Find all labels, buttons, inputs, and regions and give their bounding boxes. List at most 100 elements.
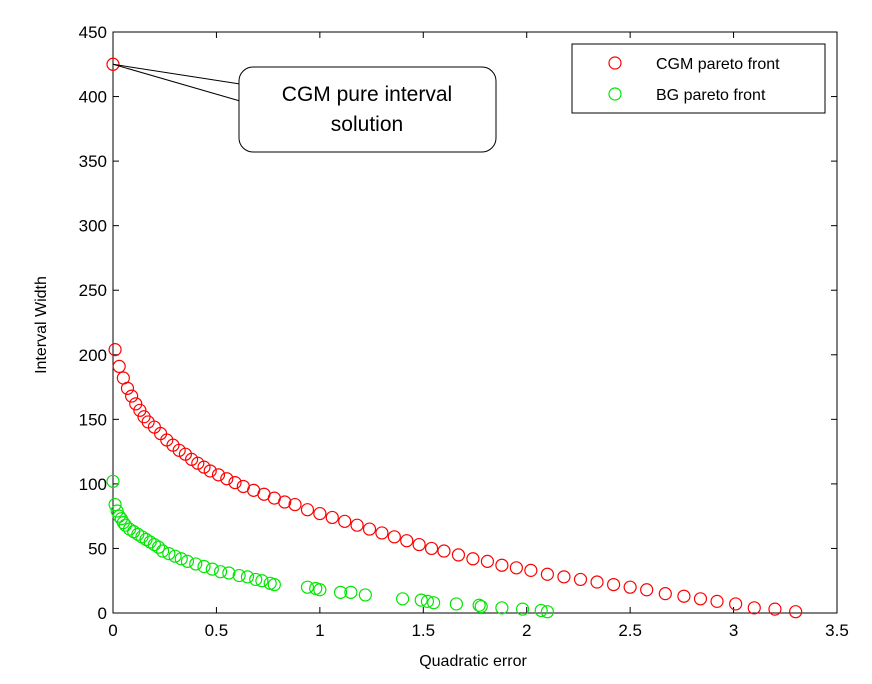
data-point xyxy=(180,554,195,568)
data-point xyxy=(106,474,120,488)
legend-marker-bg xyxy=(608,87,622,101)
data-point xyxy=(472,598,486,612)
data-point xyxy=(400,534,414,548)
x-axis-label: Quadratic error xyxy=(419,653,527,670)
data-point xyxy=(249,572,263,587)
data-point xyxy=(358,588,372,602)
data-point xyxy=(474,599,488,614)
data-point xyxy=(449,597,463,611)
data-point xyxy=(540,605,555,619)
data-point xyxy=(789,605,803,619)
series-cgm xyxy=(106,57,803,619)
data-point xyxy=(710,594,724,608)
y-tick-label: 50 xyxy=(88,539,107,558)
series-bg xyxy=(106,474,555,619)
data-point xyxy=(414,593,428,607)
data-point xyxy=(112,509,126,523)
annotation-pointer-line xyxy=(112,63,241,85)
data-point xyxy=(557,570,571,584)
data-point xyxy=(451,548,466,562)
data-point xyxy=(106,57,120,71)
data-point xyxy=(344,585,358,599)
data-point xyxy=(534,603,548,618)
data-point xyxy=(658,587,672,601)
data-point xyxy=(466,552,480,566)
annotation-text-line-2: solution xyxy=(331,113,403,136)
data-point xyxy=(338,514,352,528)
x-tick-label: 2 xyxy=(522,621,531,640)
data-point xyxy=(747,601,761,615)
x-tick-label: 3.5 xyxy=(825,621,849,640)
data-point xyxy=(590,575,604,589)
data-point xyxy=(108,343,122,357)
data-point xyxy=(729,597,743,611)
data-point xyxy=(220,472,234,486)
data-point xyxy=(240,570,255,584)
x-tick-label: 2.5 xyxy=(618,621,642,640)
data-point xyxy=(151,540,166,554)
data-point xyxy=(197,559,211,574)
x-tick-label: 1.5 xyxy=(411,621,435,640)
data-point xyxy=(640,583,654,597)
data-point xyxy=(325,510,339,525)
data-point xyxy=(120,381,135,395)
data-point xyxy=(362,522,377,536)
data-point xyxy=(125,389,139,403)
legend-marker-cgm xyxy=(608,56,622,70)
data-point xyxy=(278,495,292,509)
legend-box xyxy=(571,43,826,114)
data-point xyxy=(222,566,236,580)
y-tick-label: 350 xyxy=(79,152,107,171)
x-tick-label: 3 xyxy=(729,621,738,640)
data-point xyxy=(174,552,188,566)
data-point xyxy=(162,547,176,561)
y-tick-label: 100 xyxy=(79,475,107,494)
data-point xyxy=(129,397,143,411)
x-tick-label: 0 xyxy=(108,621,117,640)
data-point xyxy=(427,596,441,610)
annotation-text-line-1: CGM pure interval xyxy=(282,83,452,106)
data-point xyxy=(623,580,637,594)
data-point xyxy=(112,359,126,373)
data-point xyxy=(437,544,451,558)
y-tick-label: 450 xyxy=(79,23,107,42)
data-point xyxy=(606,577,621,592)
data-point xyxy=(509,561,523,575)
data-point xyxy=(211,468,226,482)
legend: CGM pareto front BG pareto front xyxy=(571,43,826,114)
y-tick-label: 200 xyxy=(79,346,107,365)
data-point xyxy=(480,554,495,568)
data-point xyxy=(189,557,203,571)
data-point xyxy=(333,585,348,599)
data-point xyxy=(108,497,122,512)
data-point xyxy=(288,497,302,512)
annotation: CGM pure interval solution xyxy=(112,63,497,153)
data-point xyxy=(147,537,161,552)
data-point xyxy=(375,526,389,540)
data-point xyxy=(515,602,530,616)
data-point xyxy=(168,549,182,563)
data-point xyxy=(424,541,439,556)
x-tick-label: 0.5 xyxy=(205,621,229,640)
data-point xyxy=(232,568,246,583)
data-point xyxy=(213,565,228,579)
data-point xyxy=(495,601,509,615)
y-axis-label: Interval Width xyxy=(33,276,50,374)
data-point xyxy=(133,403,147,417)
data-point xyxy=(205,562,219,576)
y-tick-label: 0 xyxy=(98,604,107,623)
legend-label-cgm: CGM pareto front xyxy=(656,56,780,73)
data-point xyxy=(228,475,242,490)
data-point xyxy=(420,594,435,608)
data-point xyxy=(118,518,133,532)
y-tick-label: 150 xyxy=(79,410,107,429)
y-tick-label: 300 xyxy=(79,217,107,236)
data-point xyxy=(387,530,401,544)
annotation-pointer-line xyxy=(112,63,241,102)
data-point xyxy=(300,580,315,594)
x-tick-label: 1 xyxy=(315,621,324,640)
data-point xyxy=(573,572,588,587)
legend-label-bg: BG pareto front xyxy=(656,87,766,104)
data-point xyxy=(203,464,217,478)
